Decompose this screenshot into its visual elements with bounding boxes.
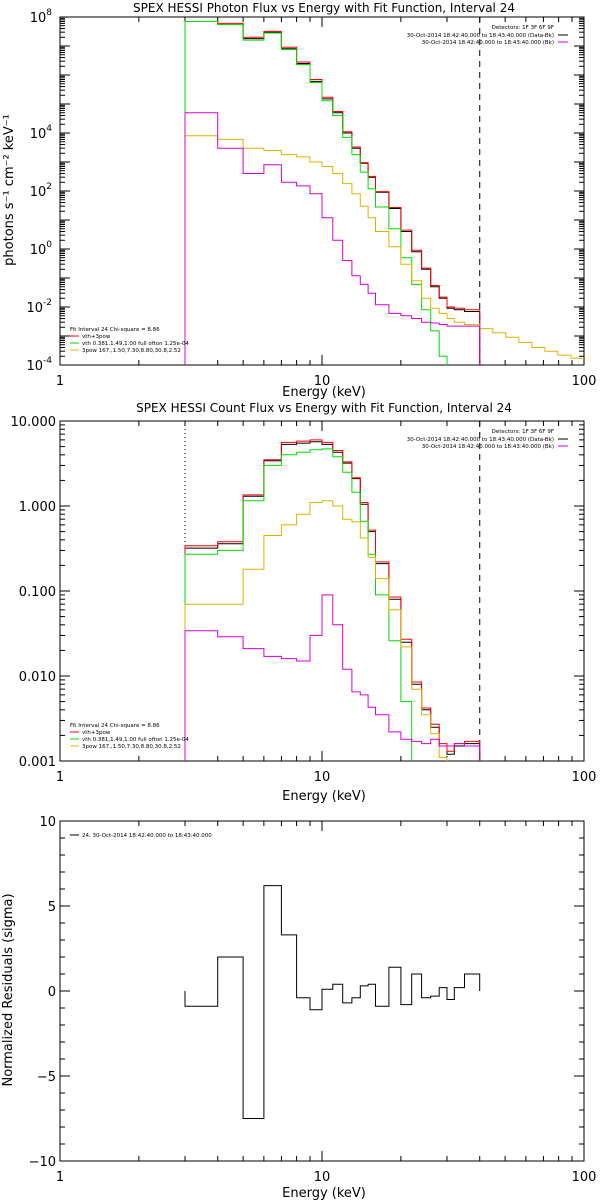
series-line-0 [184,885,481,1119]
series-line-3 [184,135,584,365]
y-tick-label: 10-2 [26,298,52,316]
legend-entry: 30-Oct-2014 18:42:40.000 to 18:43:40.000… [407,437,554,443]
legend-fit-header: Fit Interval 24 Chi-square = 8.86 [70,723,160,729]
plot-frame [59,16,585,366]
series-line-4 [184,594,481,761]
y-tick-label: −10 [29,1155,56,1170]
legend-entry: vth 0.381,1.49,1.00 full ofton 1.25e-04 [82,341,189,347]
residuals-plot: 24. 30-Oct-2014 18:42:40.000 to 18:43:40… [59,820,585,1162]
x-tick-label: 100 [572,374,597,389]
count-flux-plot: Detectors: 1F 3F 6F 9F 30-Oct-2014 18:42:… [59,420,585,762]
legend-detectors: Detectors: 1F 3F 6F 9F [492,429,554,435]
series-line-4 [184,112,481,365]
photon-flux-ticklabels: 1 10 100 10-4 10-2 100 102 104 108 [26,8,596,389]
y-tick-label: 0.010 [19,670,56,685]
legend-entry: 30-Oct-2014 18:42:40.000 to 18:43:40.000… [407,33,554,39]
x-tick-label: 1 [56,374,64,389]
residuals-ticklabels: 1 10 100 −10 −5 0 5 10 [29,815,597,1185]
count-flux-panel: SPEX HESSI Count Flux vs Energy with Fit… [11,401,597,804]
y-tick-label: 0.100 [19,585,56,600]
count-flux-title: SPEX HESSI Count Flux vs Energy with Fit… [136,401,512,415]
photon-flux-panel: SPEX HESSI Photon Flux vs Energy with Fi… [2,1,596,400]
legend-entry: 24. 30-Oct-2014 18:42:40.000 to 18:43:40… [82,833,212,839]
legend-entry: vth 0.381,1.49,1.00 full ofton 1.25e-04 [82,737,189,743]
y-tick-label: 1.000 [19,500,56,515]
series-line-2 [184,21,481,365]
count-flux-xlabel: Energy (keV) [282,789,366,804]
y-tick-label: 5 [48,900,56,915]
y-tick-label: −5 [37,1070,56,1085]
residuals-panel: Energy (keV) Normalized Residuals (sigma… [1,815,596,1200]
x-tick-label: 10 [314,770,331,785]
y-tick-label: 104 [30,124,53,142]
series-line-1 [184,439,481,761]
y-tick-label: 0 [48,985,56,1000]
x-tick-label: 100 [572,770,597,785]
legend-entry: vth+3pow [82,730,111,736]
photon-flux-xlabel: Energy (keV) [282,385,366,400]
x-tick-label: 100 [572,1170,597,1185]
photon-flux-plot: Detectors: 1F 3F 6F 9F 30-Oct-2014 18:42:… [59,16,585,366]
x-tick-label: 10 [314,1170,331,1185]
y-tick-label: 10 [39,815,56,830]
photon-flux-title: SPEX HESSI Photon Flux vs Energy with Fi… [133,1,515,15]
series-line-1 [184,21,481,365]
photon-flux-ylabel: photons s⁻¹ cm⁻² keV⁻¹ [2,114,17,266]
x-tick-label: 10 [314,374,331,389]
series-line-0 [184,21,481,365]
legend-entry: 3pow 167.,1.50,7.30,8.80,30.8,2.52 [82,348,181,354]
residuals-ylabel: Normalized Residuals (sigma) [1,893,16,1086]
legend-entry: 3pow 167.,1.50,7.30,8.80,30.8,2.52 [82,744,181,750]
residuals-xlabel: Energy (keV) [282,1186,366,1200]
x-tick-label: 1 [56,770,64,785]
legend-entry: 30-Oct-2014 18:42:40.000 to 18:43:40.000… [422,444,554,450]
y-tick-label: 100 [30,240,53,258]
y-tick-label: 10-4 [26,356,52,374]
legend-detectors: Detectors: 1F 3F 6F 9F [492,25,554,31]
count-flux-ticklabels: 1 10 100 0.001 0.010 0.100 1.000 10.000 [11,415,597,785]
legend-entry: 30-Oct-2014 18:42:40.000 to 18:43:40.000… [422,40,554,46]
y-tick-label: 0.001 [19,755,56,770]
y-tick-label: 10.000 [11,415,57,430]
legend-fit-header: Fit Interval 24 Chi-square = 8.86 [70,327,160,333]
plot-frame [59,420,585,762]
series-line-3 [184,500,481,761]
legend-entry: vth+3pow [82,334,111,340]
x-tick-label: 1 [56,1170,64,1185]
y-tick-label: 102 [30,182,52,200]
series-line-2 [184,448,481,761]
y-tick-label: 108 [30,8,53,26]
